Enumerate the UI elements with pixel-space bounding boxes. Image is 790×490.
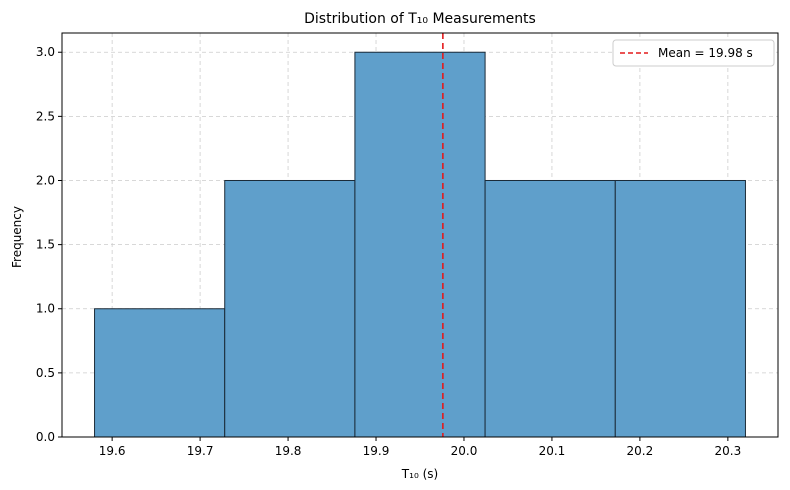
histogram-bar-2 (354, 51, 486, 438)
histogram-bar-4 (614, 179, 746, 438)
legend-box (612, 39, 775, 67)
y-tick-label-2: 1.0 (36, 302, 55, 316)
y-tick-label-0: 0.0 (36, 430, 55, 444)
histogram-bars (94, 51, 746, 438)
histogram-bar-3 (484, 179, 616, 438)
y-tick-label-4: 2.0 (36, 173, 55, 187)
y-tick-label-3: 1.5 (36, 238, 55, 252)
x-tick-label-5: 20.1 (539, 444, 566, 458)
y-axis-label: Frequency (10, 206, 24, 268)
legend-mean-label: Mean = 19.98 s (658, 46, 753, 60)
plot-frame (61, 32, 779, 438)
x-tick-label-4: 20.0 (451, 444, 478, 458)
histogram-bar-0 (94, 308, 226, 438)
x-tick-label-2: 19.8 (275, 444, 302, 458)
y-axis-ticks: 0.0 0.5 1.0 1.5 2.0 2.5 3.0 (36, 45, 62, 444)
x-tick-label-3: 19.9 (363, 444, 390, 458)
y-tick-label-6: 3.0 (36, 45, 55, 59)
histogram-bar-1 (224, 179, 356, 438)
chart-title: Distribution of T₁₀ Measurements (304, 11, 536, 27)
y-tick-label-1: 0.5 (36, 366, 55, 380)
x-tick-label-6: 20.2 (627, 444, 654, 458)
x-tick-label-1: 19.7 (187, 444, 214, 458)
x-tick-label-0: 19.6 (99, 444, 126, 458)
y-tick-label-5: 2.5 (36, 109, 55, 123)
x-tick-label-7: 20.3 (715, 444, 742, 458)
legend: Mean = 19.98 s (612, 39, 775, 67)
x-axis-ticks: 19.6 19.7 19.8 19.9 20.0 20.1 20.2 20.3 (99, 437, 741, 458)
x-axis-label: T₁₀ (s) (401, 467, 438, 481)
